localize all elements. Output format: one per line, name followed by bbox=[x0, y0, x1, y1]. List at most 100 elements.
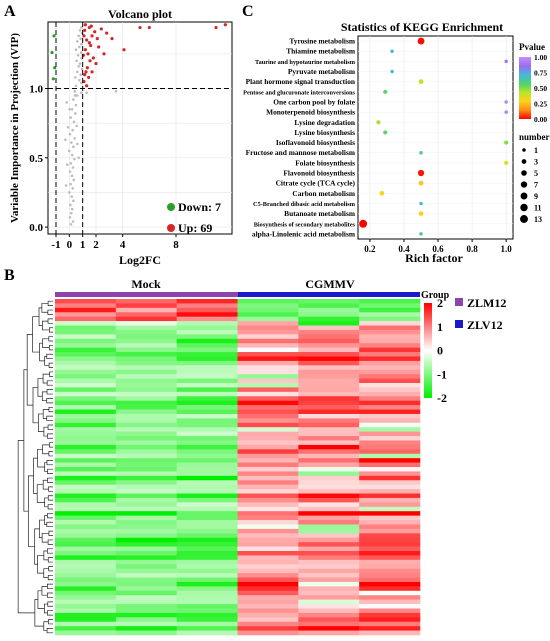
heatmap-cell bbox=[298, 427, 360, 432]
heatmap-cell bbox=[55, 334, 117, 340]
dendrogram-branch bbox=[26, 334, 34, 406]
kegg-pathway-label: Citrate cycle (TCA cycle) bbox=[276, 179, 356, 188]
kegg-pathway-label: One carbon pool by folate bbox=[273, 97, 355, 106]
volcano-threshold-lines bbox=[48, 22, 232, 234]
heatmap-cell bbox=[237, 440, 299, 446]
heatmap-cell bbox=[237, 329, 299, 335]
dendrogram-branch bbox=[46, 628, 53, 634]
heatmap-cell bbox=[176, 458, 238, 463]
heatmap-cell bbox=[176, 312, 238, 317]
group-legend-label-zlv12: ZLV12 bbox=[467, 318, 503, 332]
dendrogram-branch bbox=[48, 362, 53, 368]
kegg-pathway-label: Carbon metabolism bbox=[292, 189, 355, 198]
volcano-point-up bbox=[90, 34, 94, 38]
heatmap-cell bbox=[55, 590, 117, 596]
heatmap-cell bbox=[55, 595, 117, 600]
heatmap-cell bbox=[237, 312, 299, 317]
volcano-point-ns bbox=[71, 220, 75, 223]
kegg-colorbar-tick-label: 0.25 bbox=[534, 100, 547, 109]
heatmap-cell bbox=[237, 378, 299, 384]
heatmap-cell bbox=[359, 360, 421, 366]
panel-label-b: B bbox=[4, 267, 15, 284]
dendrogram-branch bbox=[32, 316, 40, 353]
kegg-bubble bbox=[376, 120, 381, 125]
heatmap-cell bbox=[237, 316, 299, 322]
kegg-colorbar-tick-label: 0.00 bbox=[534, 115, 547, 124]
volcano-point-ns bbox=[72, 199, 75, 203]
kegg-size-legend-marker bbox=[520, 203, 528, 212]
kegg-pathway-label: Tyrosine metabolism bbox=[289, 37, 355, 46]
heatmap-cell bbox=[298, 506, 360, 512]
heatmap-cell bbox=[176, 427, 238, 432]
volcano-point-ns bbox=[66, 163, 69, 167]
kegg-bubble bbox=[419, 201, 423, 206]
heatmap-cell bbox=[176, 444, 238, 450]
volcano-point-up bbox=[89, 24, 93, 28]
kegg-plot-frame bbox=[357, 35, 514, 240]
dendrogram-branch bbox=[42, 373, 50, 384]
heatmap-cell bbox=[298, 444, 360, 450]
heatmap-cell bbox=[115, 480, 177, 485]
heatmap-cell bbox=[115, 449, 177, 455]
heatmap-cell bbox=[55, 352, 117, 357]
heatmap-cell bbox=[115, 515, 177, 521]
volcano-y-ticks: 0.0 0.5 1.0 bbox=[29, 84, 48, 234]
volcano-point-ns bbox=[72, 120, 76, 124]
heatmap-colorbar-ticks: 2 1 0 -1 -2 bbox=[437, 296, 447, 405]
heatmap-cell bbox=[115, 453, 177, 459]
heatmap-cell bbox=[237, 431, 299, 437]
dendrogram-branch bbox=[33, 457, 38, 494]
heatmap-cell bbox=[359, 365, 421, 371]
heatmap-cell bbox=[298, 352, 360, 357]
heatmap-cell bbox=[359, 444, 421, 450]
heatmap-cell bbox=[237, 595, 299, 600]
heatmap-cell bbox=[298, 586, 360, 592]
volcano-point-ns bbox=[78, 78, 81, 82]
kegg-bubble bbox=[418, 79, 424, 85]
heatmap-cell bbox=[55, 405, 117, 410]
heatmap-cell bbox=[237, 586, 299, 592]
dendrogram-branch bbox=[47, 477, 53, 483]
heatmap-cell bbox=[115, 475, 177, 481]
dendrogram-branch bbox=[47, 495, 53, 501]
heatmap-cell bbox=[298, 343, 360, 348]
heatmap-cell bbox=[55, 396, 117, 401]
heatmap-cell bbox=[298, 431, 360, 437]
heatmap-cell bbox=[115, 343, 177, 348]
dendrogram-branch bbox=[34, 528, 40, 565]
heatmap-cell bbox=[55, 515, 117, 521]
volcano-point-ns bbox=[72, 98, 75, 101]
heatmap-cell bbox=[115, 604, 177, 609]
legend-marker-down bbox=[167, 203, 175, 211]
heatmap-cell bbox=[115, 334, 177, 340]
heatmap-cell bbox=[176, 449, 238, 455]
heatmap-cell bbox=[298, 511, 360, 516]
dendrogram-branch bbox=[49, 327, 53, 333]
heatmap-cell bbox=[115, 528, 177, 534]
heatmap-cell bbox=[55, 493, 117, 499]
heatmap-cell bbox=[237, 564, 299, 569]
heatmap-cell bbox=[359, 559, 421, 565]
dendrogram-branch bbox=[46, 398, 53, 404]
heatmap-cell bbox=[298, 413, 360, 419]
heatmap-cell bbox=[115, 347, 177, 353]
volcano-point-ns bbox=[80, 81, 83, 85]
heatmap-cell bbox=[237, 551, 299, 556]
kegg-pathway-label: alpha-Linolenic acid metabolism bbox=[252, 229, 356, 238]
heatmap-cell bbox=[298, 400, 360, 406]
volcano-point-ns bbox=[70, 153, 74, 157]
heatmap-cell bbox=[115, 555, 177, 561]
heatmap-cell bbox=[298, 334, 360, 340]
heatmap-cell bbox=[359, 312, 421, 317]
dendrogram-branch bbox=[34, 599, 44, 627]
heatmap-cell bbox=[237, 497, 299, 503]
heatmap-cell bbox=[115, 546, 177, 552]
heatmap-cell bbox=[115, 444, 177, 450]
volcano-point-ns bbox=[69, 223, 73, 226]
heatmap-cell bbox=[55, 475, 117, 481]
heatmap-cell bbox=[55, 581, 117, 587]
kegg-pathway-label: Lysine degradation bbox=[294, 118, 355, 127]
heatmap-cell bbox=[298, 551, 360, 556]
volcano-point-ns bbox=[80, 67, 84, 71]
heatmap-cell bbox=[237, 352, 299, 357]
